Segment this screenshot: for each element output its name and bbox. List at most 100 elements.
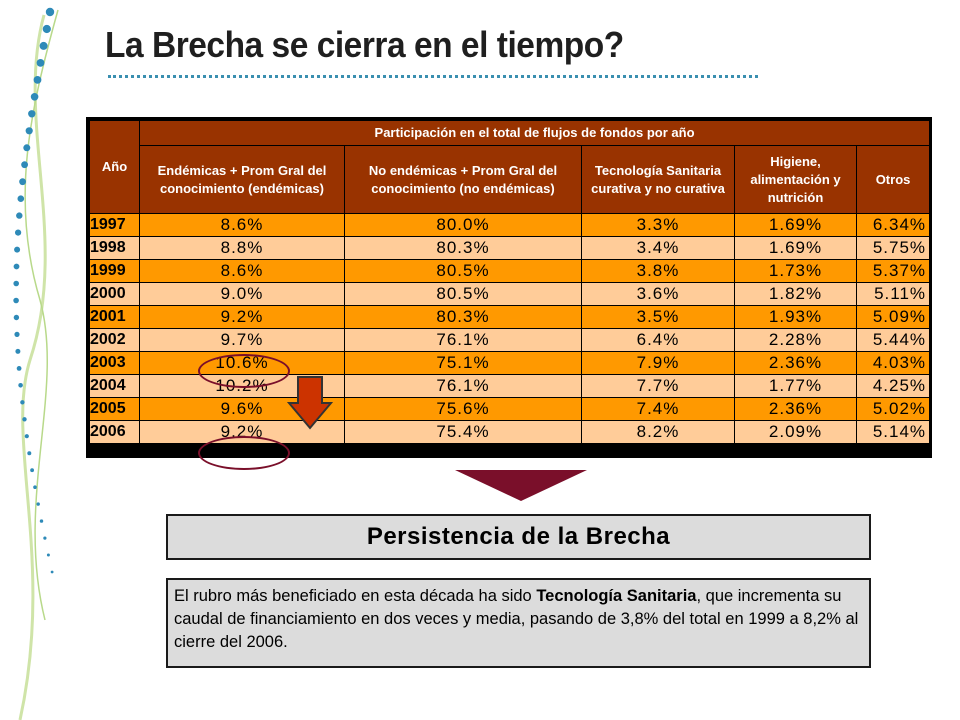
value-cell: 1.82% xyxy=(734,282,857,306)
value-cell: 9.2% xyxy=(139,305,345,329)
deco-dot xyxy=(20,400,25,405)
table-row: 1997 8.6% 80.0% 3.3% 1.69% 6.34% xyxy=(89,213,931,237)
value-cell: 8.6% xyxy=(139,213,345,237)
column-header: Endémicas + Prom Gral del conocimiento (… xyxy=(139,145,345,214)
data-table-frame: Año Participación en el total de flujos … xyxy=(86,117,932,458)
deco-dot xyxy=(15,348,21,354)
deco-dot xyxy=(33,76,42,84)
note-box: El rubro más beneficiado en esta década … xyxy=(166,578,871,668)
value-cell: 80.3% xyxy=(344,305,582,329)
deco-dot xyxy=(36,502,40,506)
deco-dot xyxy=(33,485,37,490)
year-cell: 2005 xyxy=(89,397,140,421)
deco-dot xyxy=(30,93,39,101)
deco-dot xyxy=(15,229,22,236)
deco-dot xyxy=(22,417,27,422)
column-header: Higiene, alimentación y nutrición xyxy=(734,145,857,214)
deco-dot xyxy=(30,468,34,473)
value-cell: 2.36% xyxy=(734,397,857,421)
decorative-swirl xyxy=(13,7,59,720)
group-header: Participación en el total de flujos de f… xyxy=(138,120,931,146)
table-row: 2002 9.7% 76.1% 6.4% 2.28% 5.44% xyxy=(89,328,931,352)
deco-dot xyxy=(21,161,28,169)
value-cell: 80.5% xyxy=(344,282,582,306)
deco-dot xyxy=(16,366,22,371)
deco-dot xyxy=(24,434,29,439)
value-cell: 75.6% xyxy=(344,397,582,421)
value-cell: 80.5% xyxy=(344,259,582,283)
value-cell: 75.4% xyxy=(344,420,582,444)
title-underline xyxy=(108,75,758,78)
deco-dot xyxy=(16,212,23,219)
value-cell: 2.36% xyxy=(734,351,857,375)
value-cell: 7.4% xyxy=(581,397,735,421)
value-cell: 5.14% xyxy=(855,420,931,444)
value-cell: 6.34% xyxy=(855,213,931,237)
value-cell: 8.6% xyxy=(139,259,345,283)
deco-dot xyxy=(43,536,47,540)
down-arrow-icon xyxy=(287,376,333,430)
year-cell: 2003 xyxy=(89,351,140,375)
year-cell: 1999 xyxy=(89,259,140,283)
value-cell: 6.4% xyxy=(581,328,735,352)
deco-dot xyxy=(14,246,21,253)
table-row: 2001 9.2% 80.3% 3.5% 1.93% 5.09% xyxy=(89,305,931,329)
deco-dot xyxy=(13,297,19,304)
deco-dot xyxy=(14,331,20,337)
year-header: Año xyxy=(89,120,140,214)
persistence-label: Persistencia de la Brecha xyxy=(366,523,671,550)
value-cell: 80.0% xyxy=(344,213,582,237)
value-cell: 1.77% xyxy=(734,374,857,398)
value-cell: 8.8% xyxy=(139,236,345,260)
year-cell: 2004 xyxy=(89,374,140,398)
value-cell: 2.28% xyxy=(734,328,857,352)
value-cell: 1.69% xyxy=(734,213,857,237)
note-text-end: , que incrementa su caudal de financiami… xyxy=(174,587,859,651)
value-cell: 5.75% xyxy=(855,236,931,260)
year-cell: 1998 xyxy=(89,236,140,260)
value-cell: 3.3% xyxy=(581,213,735,237)
value-cell: 4.03% xyxy=(855,351,931,375)
value-cell: 75.1% xyxy=(344,351,582,375)
value-cell: 3.4% xyxy=(581,236,735,260)
deco-dot xyxy=(19,178,26,186)
deco-dot xyxy=(36,59,45,67)
value-cell: 5.11% xyxy=(855,282,931,306)
deco-dot xyxy=(28,110,36,118)
value-cell: 76.1% xyxy=(344,374,582,398)
value-cell: 3.8% xyxy=(581,259,735,283)
value-cell: 3.5% xyxy=(581,305,735,329)
value-cell: 2.09% xyxy=(734,420,857,444)
deco-dot xyxy=(18,383,23,388)
value-cell: 5.44% xyxy=(855,328,931,352)
deco-dot xyxy=(46,553,50,557)
year-cell: 2001 xyxy=(89,305,140,329)
funding-table: Año Participación en el total de flujos … xyxy=(89,120,931,444)
deco-dot xyxy=(17,195,25,202)
table-row: 2006 9.2% 75.4% 8.2% 2.09% 5.14% xyxy=(89,420,931,444)
deco-dot xyxy=(25,127,33,135)
deco-dot xyxy=(23,144,31,152)
column-header: No endémicas + Prom Gral del conocimient… xyxy=(344,145,582,214)
year-cell: 2000 xyxy=(89,282,140,306)
value-cell: 7.7% xyxy=(581,374,735,398)
highlight-circle-2003 xyxy=(198,354,290,388)
note-text-start: El rubro más beneficiado en esta década … xyxy=(174,587,537,605)
persistence-box: Persistencia de la Brecha xyxy=(166,514,871,560)
highlight-circle-2006 xyxy=(198,436,290,470)
column-header: Tecnología Sanitaria curativa y no curat… xyxy=(581,145,735,214)
value-cell: 9.0% xyxy=(139,282,345,306)
year-cell: 2006 xyxy=(89,420,140,444)
table-row: 1999 8.6% 80.5% 3.8% 1.73% 5.37% xyxy=(89,259,931,283)
value-cell: 5.37% xyxy=(855,259,931,283)
deco-dot xyxy=(39,519,44,523)
triangle-down-icon xyxy=(455,470,587,501)
value-cell: 76.1% xyxy=(344,328,582,352)
value-cell: 1.93% xyxy=(734,305,857,329)
value-cell: 3.6% xyxy=(581,282,735,306)
deco-dot xyxy=(13,280,19,287)
value-cell: 80.3% xyxy=(344,236,582,260)
table-row: 2000 9.0% 80.5% 3.6% 1.82% 5.11% xyxy=(89,282,931,306)
column-header: Otros xyxy=(855,145,931,214)
deco-dot xyxy=(45,7,55,17)
